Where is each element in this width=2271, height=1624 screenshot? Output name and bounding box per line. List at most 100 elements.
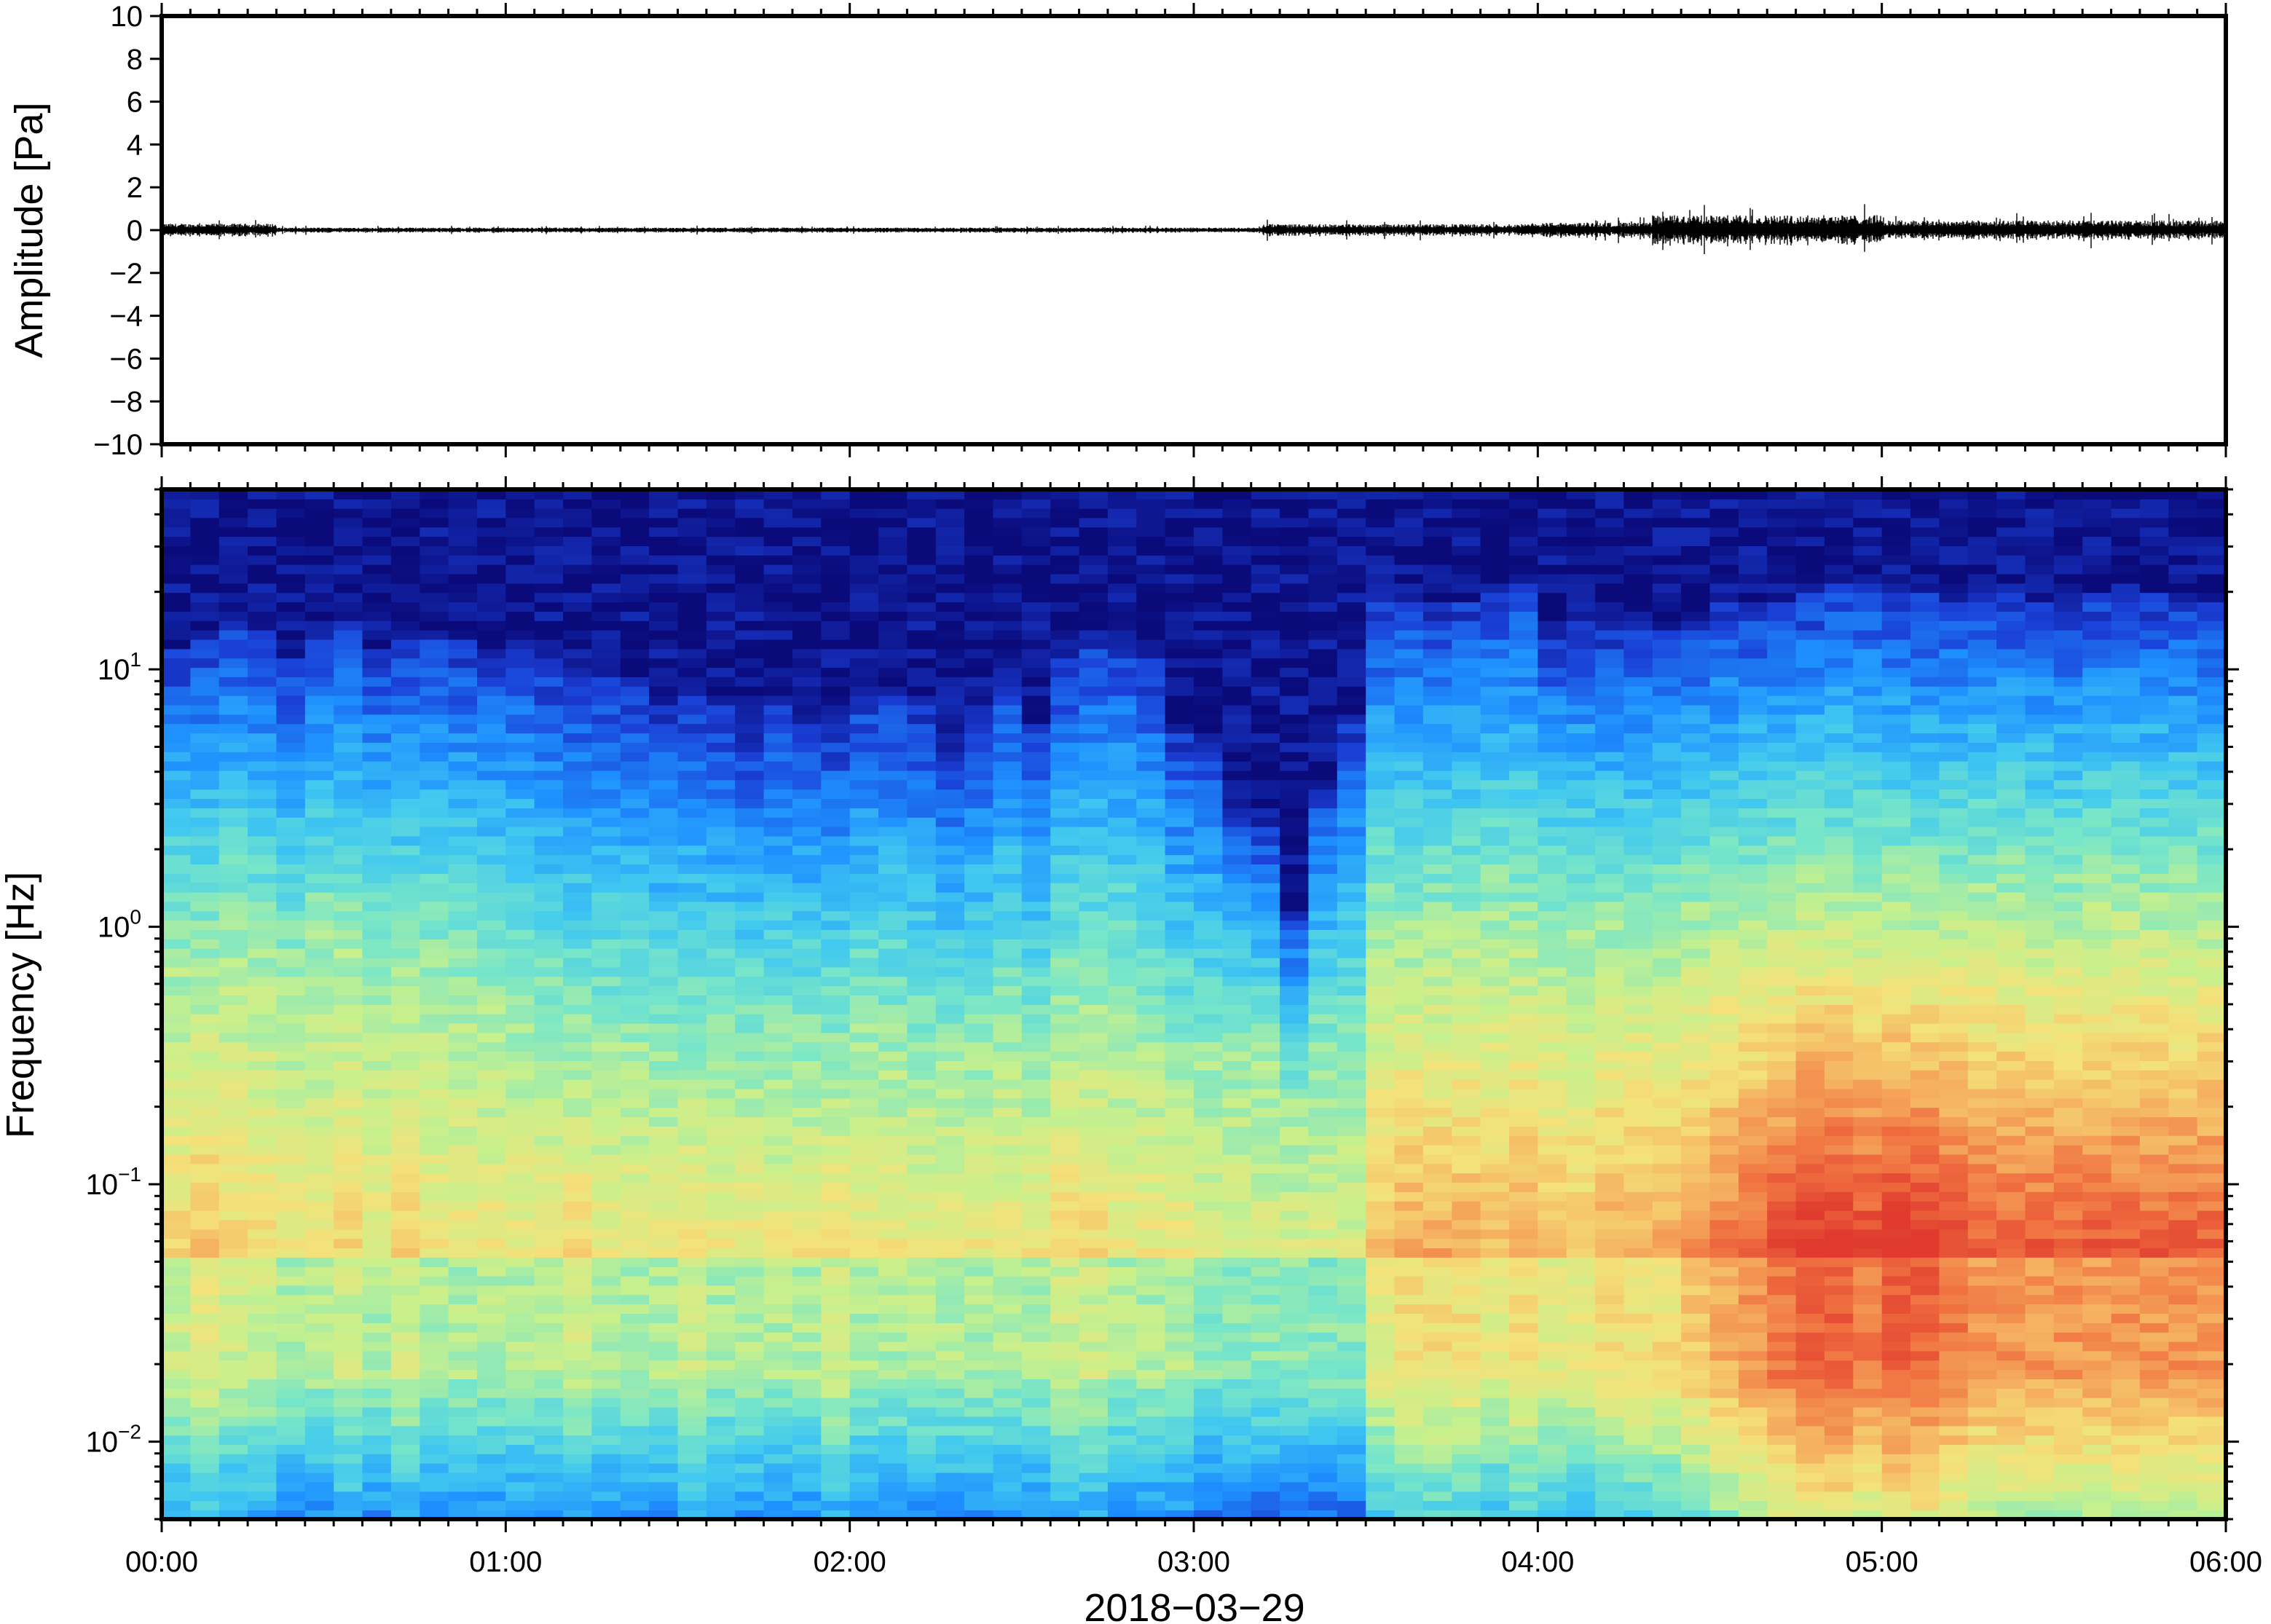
spectrogram-cell — [1366, 583, 1396, 594]
spectrogram-cell — [849, 1406, 879, 1417]
spectrogram-cell — [219, 864, 248, 874]
spectrogram-cell — [1079, 957, 1109, 968]
spectrogram-cell — [1165, 1229, 1194, 1239]
spectrogram-cell — [1366, 976, 1396, 987]
spectrogram-cell — [1308, 835, 1338, 846]
spectrogram-cell — [849, 1323, 879, 1333]
spectrogram-cell — [276, 648, 306, 659]
spectrogram-cell — [1251, 1079, 1280, 1089]
spectrogram-cell — [792, 957, 822, 968]
spectrogram-cell — [1165, 1257, 1194, 1267]
spectrogram-cell — [219, 1350, 248, 1361]
spectrogram-cell — [219, 742, 248, 752]
spectrogram-cell — [1165, 985, 1194, 996]
spectrogram-cell — [1194, 1416, 1224, 1427]
spectrogram-cell — [276, 882, 306, 893]
spectrogram-cell — [219, 920, 248, 930]
spectrogram-cell — [677, 489, 707, 500]
spectrogram-cell — [591, 779, 621, 790]
spectrogram-cell — [1251, 658, 1280, 669]
spectrogram-cell — [362, 947, 392, 958]
spectrogram-cell — [1079, 882, 1109, 893]
spectrogram-cell — [1136, 1154, 1166, 1164]
spectrogram-cell — [1107, 1454, 1138, 1464]
spectrogram-cell — [390, 1257, 421, 1267]
spectrogram-cell — [390, 498, 421, 509]
spectrogram-cell — [620, 1070, 650, 1080]
spectrogram-cell — [1251, 1510, 1280, 1519]
spectrogram-cell — [162, 639, 192, 650]
spectrogram-cell — [276, 995, 306, 1005]
spectrogram-cell — [1280, 658, 1310, 669]
spectrogram-cell — [649, 854, 679, 864]
spectrogram-cell — [334, 573, 363, 584]
spectrogram-cell — [1165, 1022, 1194, 1033]
spectrogram-cell — [334, 891, 363, 902]
spectrogram-cell — [1136, 685, 1166, 696]
spectrogram-cell — [390, 1191, 421, 1202]
spectrogram-cell — [792, 648, 822, 659]
spectrogram-cell — [763, 1172, 793, 1183]
spectrogram-cell — [993, 1266, 1023, 1277]
spectrogram-cell — [505, 939, 535, 949]
spectrogram-cell — [1107, 1079, 1138, 1089]
spectrogram-cell — [1021, 1285, 1051, 1296]
spectrogram-cell — [190, 1341, 220, 1352]
spectrogram-cell — [362, 517, 392, 528]
spectrogram-cell — [849, 1500, 879, 1510]
spectrogram-cell — [993, 1360, 1023, 1371]
spectrogram-cell — [1308, 1182, 1338, 1192]
spectrogram-cell — [448, 1097, 478, 1108]
spectrogram-cell — [534, 1182, 564, 1192]
spectrogram-cell — [534, 1323, 564, 1333]
spectrogram-cell — [448, 873, 478, 883]
spectrogram-cell — [1050, 555, 1080, 565]
spectrogram-cell — [1337, 1331, 1366, 1342]
spectrogram-cell — [1280, 1032, 1310, 1043]
spectrogram-cell — [792, 602, 822, 612]
spectrogram-cell — [304, 1266, 334, 1277]
spectrogram-cell — [534, 517, 564, 528]
spectrogram-cell — [1280, 1060, 1310, 1071]
spectrogram-cell — [248, 808, 278, 818]
spectrogram-cell — [1194, 1331, 1224, 1342]
spectrogram-cell — [420, 1435, 449, 1445]
spectrogram-cell — [563, 920, 593, 930]
spectrogram-cell — [792, 1013, 822, 1024]
spectrogram-cell — [706, 1088, 736, 1099]
spectrogram-cell — [907, 1032, 937, 1043]
spectrogram-cell — [362, 1257, 392, 1267]
spectrogram-cell — [1222, 789, 1252, 799]
spectrogram-cell — [706, 704, 736, 715]
spectrogram-cell — [620, 779, 650, 790]
spectrogram-cell — [420, 891, 449, 902]
spectrogram-cell — [1394, 685, 1424, 696]
spectrogram-cell — [907, 733, 937, 743]
spectrogram-cell — [649, 685, 679, 696]
spectrogram-cell — [1107, 976, 1138, 987]
spectrogram-cell — [1337, 1163, 1366, 1174]
spectrogram-cell — [1107, 1323, 1138, 1333]
spectrogram-cell — [1222, 714, 1252, 725]
spectrogram-cell — [162, 1191, 192, 1202]
spectrogram-cell — [276, 1285, 306, 1296]
spectrogram-cell — [304, 1323, 334, 1333]
spectrogram-cell — [1251, 1416, 1280, 1427]
spectrogram-cell — [821, 602, 851, 612]
spectrogram-cell — [1079, 489, 1109, 500]
spectrogram-cell — [1079, 854, 1109, 864]
spectrogram-cell — [763, 760, 793, 771]
spectrogram-cell — [190, 1079, 220, 1089]
spectrogram-cell — [1136, 798, 1166, 808]
spectrogram-cell — [563, 816, 593, 827]
spectrogram-cell — [276, 527, 306, 537]
spectrogram-cell — [792, 536, 822, 546]
spectrogram-cell — [735, 1182, 765, 1192]
spectrogram-cell — [1050, 1126, 1080, 1136]
spectrogram-cell — [1107, 1388, 1138, 1398]
spectrogram-cell — [448, 976, 478, 987]
spectrogram-cell — [477, 1454, 507, 1464]
spectrogram-cell — [390, 1406, 421, 1417]
spectrogram-cell — [362, 1510, 392, 1519]
spectrogram-cell — [849, 723, 879, 734]
